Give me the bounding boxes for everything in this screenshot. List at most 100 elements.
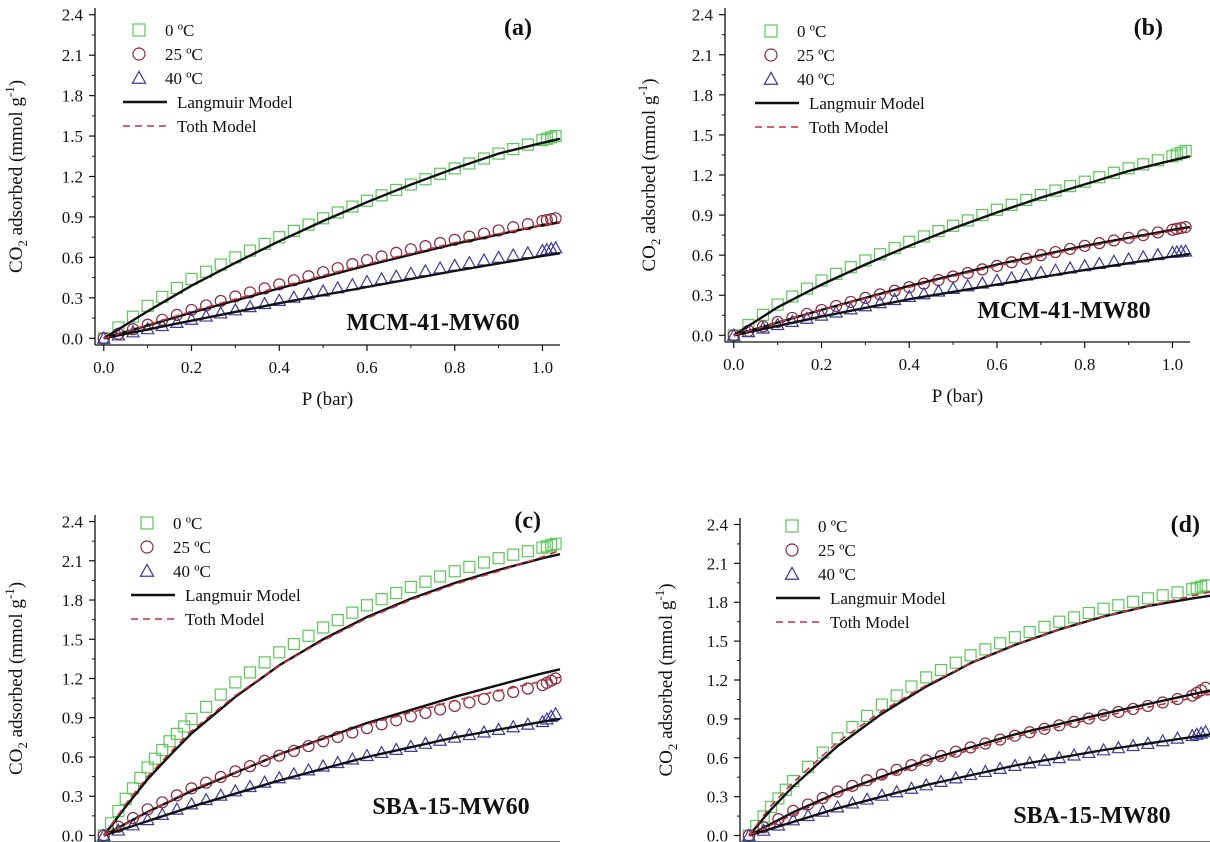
data-point: [1008, 631, 1022, 644]
data-point: [229, 290, 242, 303]
data-point: [1198, 724, 1210, 738]
legend-marker-circle: [132, 47, 146, 61]
x-tick-label: 0.6: [356, 358, 377, 377]
data-point: [830, 267, 843, 280]
data-point: [1178, 243, 1193, 257]
x-tick-label: 0.4: [899, 355, 921, 374]
legend-label: 40 ºC: [797, 70, 835, 89]
data-point: [492, 552, 505, 565]
y-tick-label: 1.8: [62, 591, 83, 610]
data-point: [1199, 579, 1210, 592]
data-point: [331, 613, 344, 627]
data-point: [359, 748, 375, 762]
data-point: [1194, 725, 1209, 739]
y-tick-label: 1.2: [62, 168, 83, 187]
data-point: [1141, 592, 1155, 605]
data-point: [1156, 589, 1169, 602]
data-point: [1053, 615, 1066, 628]
data-point: [433, 570, 447, 583]
data-point: [419, 173, 432, 186]
y-tick-label: 0.6: [707, 749, 728, 768]
data-point: [1186, 583, 1199, 596]
panel-label: (b): [1134, 15, 1163, 41]
y-tick-label: 1.5: [707, 632, 728, 651]
legend-label: 40 ºC: [165, 69, 203, 88]
y-tick-label: 0.0: [692, 326, 713, 345]
data-point: [964, 649, 977, 662]
data-point: [872, 295, 888, 309]
legend-marker-square: [785, 519, 799, 533]
data-point: [213, 305, 228, 319]
data-point: [331, 730, 344, 744]
data-point: [540, 540, 553, 553]
data-point: [492, 147, 505, 160]
langmuir-model-line: [103, 137, 561, 340]
y-tick-label: 1.5: [62, 630, 83, 649]
data-point: [273, 278, 286, 291]
data-point: [433, 167, 447, 180]
data-point: [1038, 620, 1051, 633]
y-tick-label: 2.1: [692, 46, 713, 65]
data-point: [843, 301, 858, 315]
y-tick-label: 0.9: [707, 710, 728, 729]
chart-panel-d: 0.0 0.3 0.6 0.9 1.2 1.5 1.8 2.1 2.4 CO2 adsorbed …: [652, 512, 1210, 842]
sample-name: SBA-15-MW60: [372, 794, 529, 820]
x-tick-label: 1.0: [1162, 355, 1183, 374]
y-tick-label: 0.9: [62, 709, 83, 728]
data-point: [272, 770, 287, 784]
data-point: [375, 593, 388, 606]
data-point: [492, 689, 505, 702]
data-point: [946, 281, 961, 294]
data-point: [549, 537, 562, 550]
data-point: [419, 706, 432, 720]
data-point: [931, 283, 946, 297]
data-point: [477, 556, 491, 569]
series-triangle: [96, 240, 563, 344]
data-point: [772, 792, 785, 805]
panel-label: (c): [514, 508, 541, 534]
data-point: [917, 230, 930, 243]
legend: 0 ºC 25 ºC 40 ºC Langmuir Model Toth Model: [123, 21, 293, 136]
data-point: [1122, 162, 1135, 175]
data-point: [861, 709, 874, 722]
legend-label: 40 ºC: [173, 562, 211, 581]
y-tick-label: 1.5: [62, 127, 83, 146]
data-point: [1166, 150, 1179, 163]
data-point: [1127, 595, 1140, 608]
legend-marker-square: [132, 23, 146, 37]
y-tick-label: 2.4: [692, 6, 714, 25]
data-point: [844, 261, 857, 274]
langmuir-model-line: [103, 717, 561, 837]
data-point: [229, 676, 242, 689]
data-point: [200, 700, 213, 713]
y-tick-label: 0.6: [692, 246, 713, 265]
legend: 0 ºC 25 ºC 40 ºC Langmuir Model Toth Model: [755, 22, 925, 137]
data-point: [419, 575, 432, 588]
data-point: [979, 643, 992, 656]
y-tick-label: 1.2: [707, 671, 728, 690]
data-point: [858, 298, 873, 312]
data-point: [1195, 580, 1208, 593]
legend-label: Toth Model: [185, 610, 265, 629]
data-point: [859, 291, 872, 305]
data-point: [199, 792, 214, 806]
data-point: [1199, 681, 1210, 694]
data-point: [949, 745, 962, 758]
data-point: [184, 312, 199, 325]
data-point: [257, 296, 272, 310]
data-point: [1171, 586, 1184, 599]
y-tick-label: 2.1: [707, 554, 728, 573]
data-point: [757, 821, 770, 834]
data-point: [112, 820, 125, 833]
data-point: [243, 286, 257, 299]
y-tick-label: 1.2: [62, 670, 83, 689]
data-point: [375, 189, 388, 202]
data-point: [549, 129, 562, 143]
data-point: [286, 766, 301, 780]
legend-label: 0 ºC: [165, 21, 194, 40]
chart-panel-a: 0.0 0.3 0.6 0.9 1.2 1.5 1.8 2.1 2.4 0.0 0.2 0.4 0.6 0…: [2, 6, 563, 410]
data-point: [390, 183, 403, 197]
data-point: [463, 696, 476, 709]
data-point: [242, 299, 258, 313]
data-point: [390, 586, 403, 600]
